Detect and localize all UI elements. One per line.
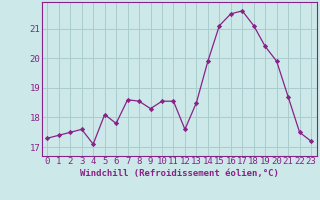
- X-axis label: Windchill (Refroidissement éolien,°C): Windchill (Refroidissement éolien,°C): [80, 169, 279, 178]
